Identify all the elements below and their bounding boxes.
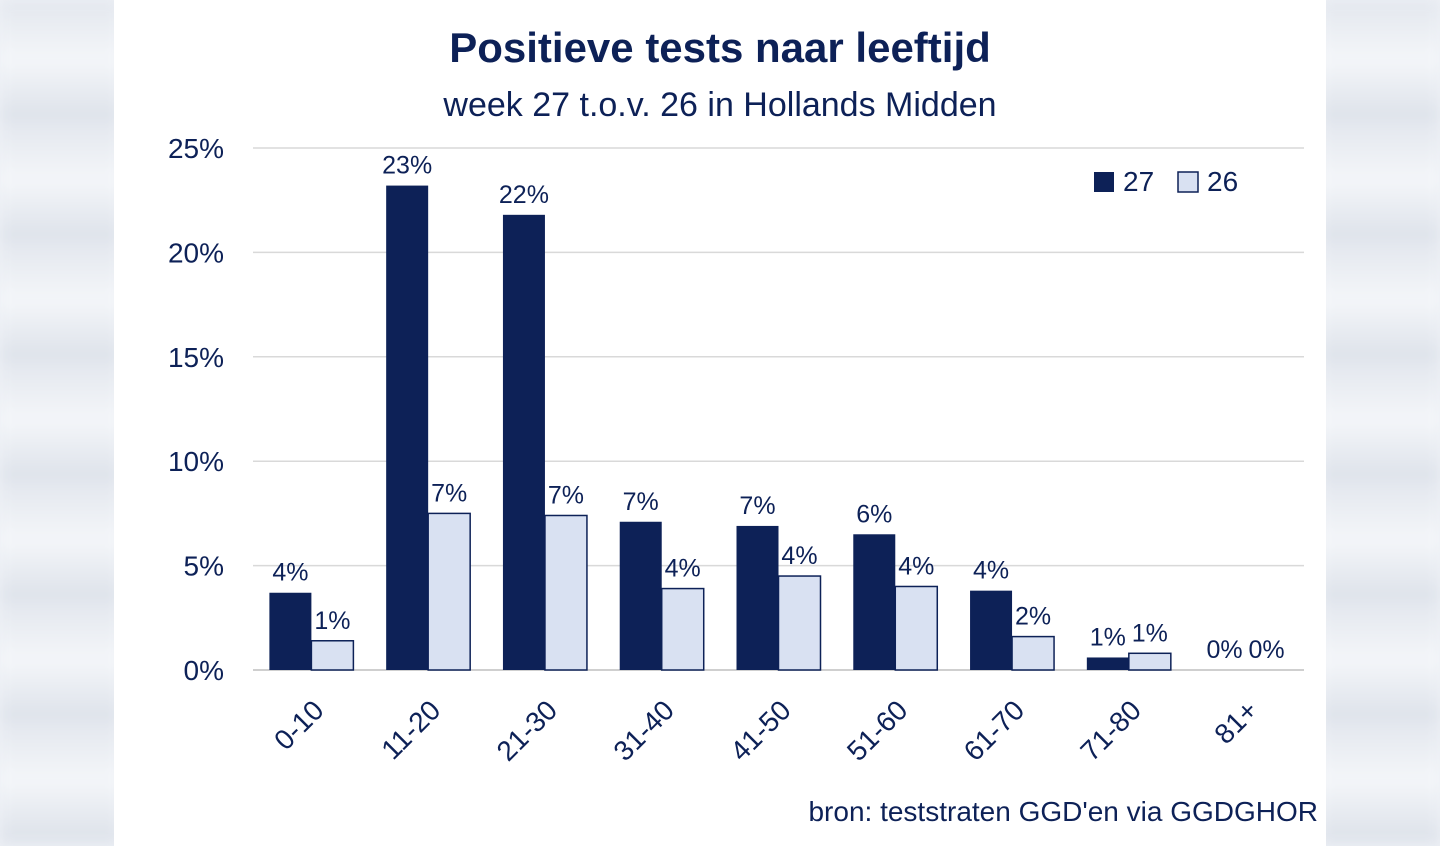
bar-series-26	[544, 514, 588, 671]
data-label: 7%	[739, 492, 775, 520]
x-tick-label: 41-50	[724, 694, 797, 767]
data-label: 1%	[1090, 623, 1126, 651]
legend-swatch-26	[1177, 171, 1199, 193]
x-tick-label: 21-30	[491, 694, 564, 767]
x-tick-label: 71-80	[1075, 694, 1148, 767]
bar-series-27	[1086, 657, 1129, 670]
data-label: 7%	[548, 481, 584, 509]
legend-swatch-27	[1094, 172, 1114, 192]
data-label: 0%	[1207, 636, 1243, 664]
bar-series-27	[619, 521, 662, 670]
x-tick-label: 51-60	[841, 694, 914, 767]
bar-series-27	[269, 592, 312, 670]
legend-label: 27	[1123, 166, 1154, 197]
bar-series-26	[777, 575, 822, 671]
x-tick-label: 11-20	[375, 694, 446, 765]
bar-series-26	[660, 587, 705, 671]
bar-series-26	[1128, 652, 1172, 671]
bar-series-27	[502, 214, 545, 671]
y-tick-label: 10%	[168, 446, 224, 477]
bar-series-27	[386, 185, 429, 671]
data-label: 7%	[623, 488, 659, 516]
data-label: 1%	[314, 607, 350, 635]
bar-series-27	[736, 525, 779, 670]
y-tick-label: 5%	[184, 551, 224, 582]
chart-title: Positieve tests naar leeftijd	[449, 24, 991, 71]
bar-series-26	[1011, 635, 1055, 671]
y-tick-label: 20%	[168, 237, 224, 268]
background-blur-right	[1320, 0, 1440, 846]
data-label: 7%	[431, 479, 467, 507]
data-label: 4%	[781, 542, 817, 570]
chart-subtitle: week 27 t.o.v. 26 in Hollands Midden	[443, 86, 997, 124]
x-tick-label: 81+	[1208, 694, 1264, 750]
data-label: 22%	[499, 181, 549, 209]
chart-source: bron: teststraten GGD'en via GGDGHOR	[808, 796, 1318, 827]
data-label: 4%	[898, 552, 934, 580]
x-tick-label: 0-10	[268, 694, 330, 756]
data-label: 6%	[856, 500, 892, 528]
data-label: 23%	[382, 152, 432, 180]
x-tick-label: 31-40	[607, 694, 680, 767]
legend-label: 26	[1207, 166, 1238, 197]
bar-series-26	[427, 512, 471, 671]
bar-chart: 0%5%10%15%20%25%4%1%0-1023%7%11-2022%7%2…	[168, 133, 1304, 767]
data-label: 1%	[1132, 619, 1168, 647]
chart-card: Positieve tests naar leeftijd week 27 t.…	[114, 0, 1326, 846]
data-label: 4%	[272, 559, 308, 587]
bar-series-26	[310, 640, 355, 671]
data-label: 4%	[665, 555, 701, 583]
y-tick-label: 25%	[168, 133, 224, 164]
data-label: 4%	[973, 557, 1009, 585]
background-blur-left	[0, 0, 120, 846]
data-label: 2%	[1015, 603, 1051, 631]
x-tick-label: 61-70	[958, 694, 1031, 767]
bar-series-27	[970, 590, 1013, 670]
bar-series-26	[894, 585, 939, 671]
data-label: 0%	[1249, 636, 1285, 664]
y-tick-label: 0%	[184, 655, 224, 686]
y-tick-label: 15%	[168, 342, 224, 373]
bar-series-27	[853, 534, 896, 670]
